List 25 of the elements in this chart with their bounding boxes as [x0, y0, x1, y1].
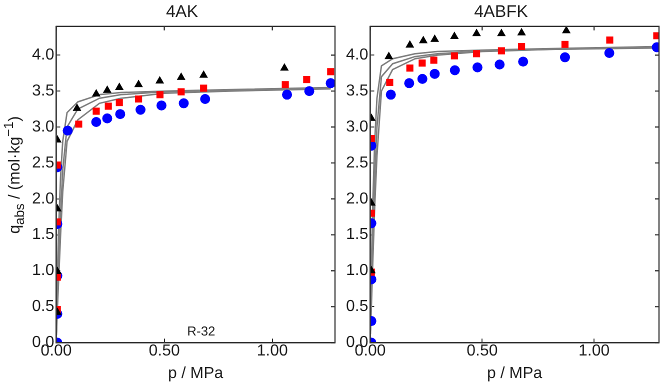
y-tick-label: 3.5	[32, 82, 54, 100]
annotation: R-32	[187, 324, 216, 339]
y-tick-label: 2.0	[32, 190, 54, 208]
chart-title: 4ABFK	[474, 2, 529, 21]
y-tick-label: 3.0	[32, 118, 54, 136]
y-tick-label: 3.5	[346, 82, 368, 100]
x-tick-label: 1.00	[578, 342, 610, 360]
y-tick-label: 1.0	[346, 262, 368, 280]
y-tick-label: 1.5	[32, 226, 54, 244]
x-axis-title: p / MPa	[487, 364, 542, 382]
y-tick-label: 0.5	[32, 298, 54, 316]
y-tick-label: 1.5	[346, 226, 368, 244]
x-tick-label: 0.50	[148, 342, 180, 360]
x-axis-title: p / MPa	[168, 364, 224, 382]
x-tick-label: 1.00	[256, 342, 288, 360]
y-tick-label: 0.5	[346, 298, 368, 316]
x-tick-label: 0.50	[466, 342, 498, 360]
y-tick-label: 2.5	[32, 154, 54, 172]
chart-title: 4AK	[166, 2, 199, 21]
y-tick-label: 2.5	[346, 154, 368, 172]
y-tick-label: 2.0	[346, 190, 368, 208]
y-tick-label: 3.0	[346, 118, 368, 136]
y-tick-label: 4.0	[32, 46, 54, 64]
y-tick-label: 4.0	[346, 46, 368, 64]
y-tick-label: 1.0	[32, 262, 54, 280]
